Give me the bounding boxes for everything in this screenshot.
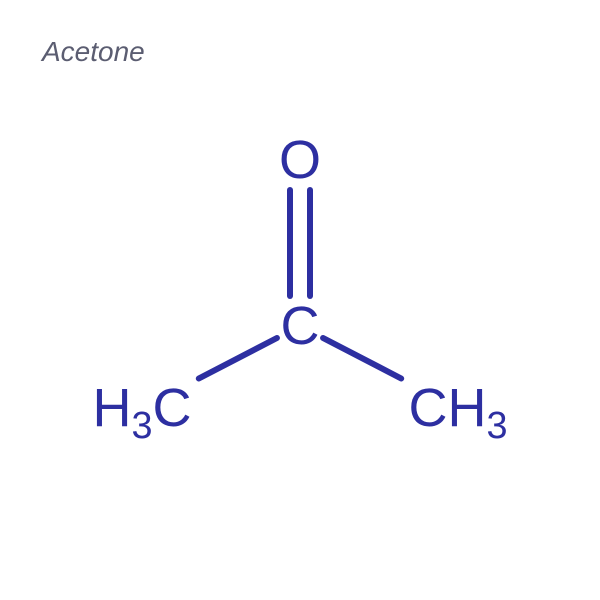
atom-carbon: C [281, 299, 320, 353]
atom-methyl-right: CH3 [408, 381, 507, 435]
compound-title: Acetone [42, 36, 145, 68]
atom-methyl-left: H3C [92, 381, 191, 435]
atom-oxygen: O [279, 133, 321, 187]
